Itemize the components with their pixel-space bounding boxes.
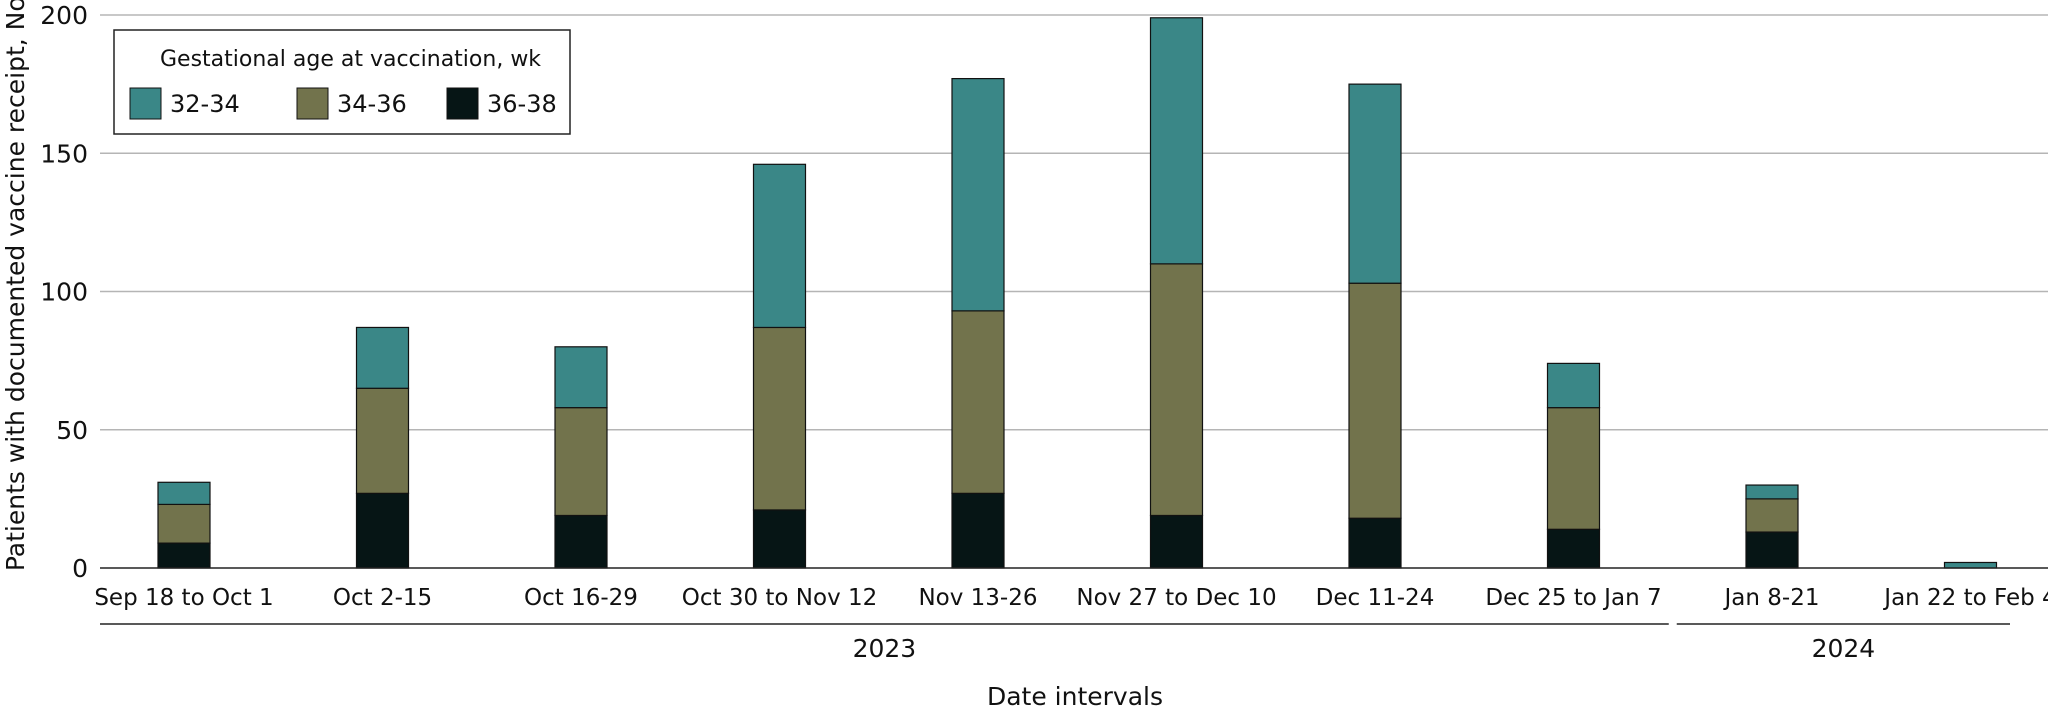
bar-segment-36-38 bbox=[157, 542, 211, 569]
y-axis-ticks: 0 50 100 150 200 bbox=[40, 1, 88, 583]
bar-segment-34-36 bbox=[1348, 282, 1402, 519]
x-tick-label: Nov 13-26 bbox=[918, 585, 1037, 611]
bar-segment-34-36 bbox=[157, 503, 211, 544]
bar-stack bbox=[355, 326, 410, 569]
bar-segment-32-34 bbox=[1943, 561, 1998, 569]
x-tick-label: Dec 11-24 bbox=[1316, 585, 1435, 611]
x-tick-label: Oct 16-29 bbox=[524, 585, 638, 611]
x-tick-label: Jan 22 to Feb 4 bbox=[1882, 585, 2048, 611]
bar-stacks bbox=[157, 17, 1998, 569]
x-axis-title: Date intervals bbox=[987, 682, 1163, 711]
bar-segment-36-38 bbox=[1745, 531, 1799, 569]
legend-label: 32-34 bbox=[170, 90, 240, 118]
y-tick-label: 50 bbox=[56, 416, 88, 445]
legend-swatch bbox=[129, 87, 162, 120]
legend-label: 34-36 bbox=[337, 90, 407, 118]
bar-segment-34-36 bbox=[1546, 407, 1601, 530]
bar-stack bbox=[951, 77, 1005, 569]
year-label: 2024 bbox=[1812, 634, 1876, 663]
bar-stack bbox=[1745, 484, 1799, 569]
bar-segment-36-38 bbox=[1546, 528, 1601, 569]
x-tick-label: Jan 8-21 bbox=[1723, 585, 1820, 611]
bar-segment-32-34 bbox=[554, 346, 608, 409]
year-groups: 2023 2024 bbox=[100, 623, 2010, 663]
bar-stack bbox=[1149, 17, 1204, 569]
y-axis-title: Patients with documented vaccine receipt… bbox=[1, 0, 30, 571]
x-tick-label: Nov 27 to Dec 10 bbox=[1076, 585, 1276, 611]
x-tick-label: Oct 30 to Nov 12 bbox=[682, 585, 878, 611]
bar-segment-36-38 bbox=[1149, 514, 1204, 569]
bar-segment-36-38 bbox=[951, 492, 1005, 569]
year-label: 2023 bbox=[853, 634, 917, 663]
y-tick-label: 150 bbox=[40, 139, 88, 168]
bar-segment-32-34 bbox=[1546, 362, 1601, 409]
bar-stack bbox=[1348, 83, 1402, 569]
legend-title: Gestational age at vaccination, wk bbox=[160, 47, 541, 72]
bar-segment-32-34 bbox=[1149, 17, 1204, 265]
bar-segment-32-34 bbox=[1745, 484, 1799, 500]
y-tick-label: 200 bbox=[40, 1, 88, 30]
bar-segment-34-36 bbox=[554, 407, 608, 517]
x-tick-label: Sep 18 to Oct 1 bbox=[94, 585, 273, 611]
legend-swatch bbox=[296, 87, 329, 120]
bar-segment-34-36 bbox=[752, 326, 807, 511]
bar-segment-36-38 bbox=[1348, 517, 1402, 569]
bar-stack bbox=[752, 163, 807, 569]
bar-segment-36-38 bbox=[752, 509, 807, 569]
x-tick-label: Dec 25 to Jan 7 bbox=[1485, 585, 1661, 611]
x-tick-label: Oct 2-15 bbox=[333, 585, 432, 611]
bar-segment-34-36 bbox=[355, 387, 410, 494]
legend-swatch bbox=[446, 87, 479, 120]
legend-items: 32-34 34-36 36-38 bbox=[129, 87, 557, 120]
bar-stack bbox=[157, 481, 211, 569]
bar-segment-34-36 bbox=[951, 310, 1005, 494]
bar-segment-32-34 bbox=[752, 163, 807, 329]
legend: Gestational age at vaccination, wk 32-34… bbox=[113, 29, 571, 135]
y-tick-label: 100 bbox=[40, 278, 88, 307]
bar-stack bbox=[1943, 561, 1998, 569]
bar-segment-36-38 bbox=[554, 514, 608, 569]
y-tick-label: 0 bbox=[72, 554, 88, 583]
bar-segment-32-34 bbox=[951, 77, 1005, 312]
bar-segment-32-34 bbox=[355, 326, 410, 389]
gridlines bbox=[100, 14, 2048, 431]
legend-box bbox=[113, 29, 571, 135]
legend-label: 36-38 bbox=[487, 90, 557, 118]
category-labels: Sep 18 to Oct 1 Oct 2-15 Oct 16-29 Oct 30 t… bbox=[94, 585, 2048, 611]
bar-segment-36-38 bbox=[355, 492, 410, 569]
bar-segment-34-36 bbox=[1745, 498, 1799, 533]
bar-stack bbox=[554, 346, 608, 569]
bar-segment-32-34 bbox=[157, 481, 211, 506]
bar-stack bbox=[1546, 362, 1601, 569]
bar-segment-32-34 bbox=[1348, 83, 1402, 284]
bar-segment-34-36 bbox=[1149, 263, 1204, 517]
